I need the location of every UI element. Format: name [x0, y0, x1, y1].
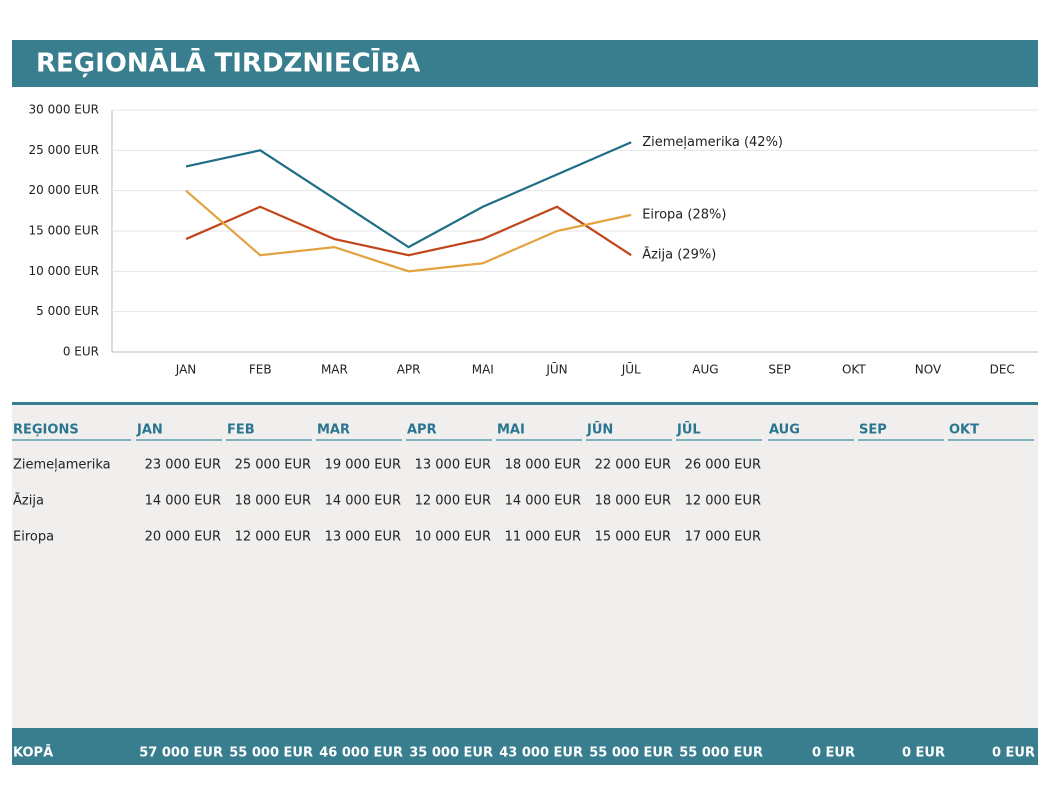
- table-cell: 26 000 EUR: [685, 458, 761, 473]
- x-tick-label: MAR: [321, 363, 348, 377]
- table-header: JŪN: [586, 422, 613, 438]
- total-cell: 0 EUR: [902, 746, 945, 761]
- x-tick-label: JAN: [175, 363, 197, 377]
- table-header: JAN: [136, 423, 163, 438]
- total-cell: 57 000 EUR: [139, 746, 223, 761]
- table-cell: 25 000 EUR: [235, 458, 311, 473]
- series-end-label: Ziemeļamerika (42%): [642, 135, 783, 150]
- total-bar: [12, 728, 1038, 765]
- x-tick-label: OKT: [842, 363, 866, 377]
- table-cell: 14 000 EUR: [505, 494, 581, 509]
- table-top-border: [12, 402, 1038, 405]
- table-cell: 18 000 EUR: [595, 494, 671, 509]
- table-cell: 18 000 EUR: [505, 458, 581, 473]
- total-cell: 46 000 EUR: [319, 746, 403, 761]
- table-cell: 22 000 EUR: [595, 458, 671, 473]
- table-cell: 12 000 EUR: [685, 494, 761, 509]
- series-end-label: Eiropa (28%): [642, 207, 726, 222]
- x-tick-label: JŪL: [621, 363, 641, 377]
- x-tick-label: FEB: [249, 363, 272, 377]
- table-cell: 11 000 EUR: [505, 530, 581, 545]
- total-cell: 43 000 EUR: [499, 746, 583, 761]
- y-tick-label: 0 EUR: [63, 345, 99, 359]
- table-header: MAI: [497, 423, 525, 438]
- total-cell: 0 EUR: [992, 746, 1035, 761]
- table-cell: Eiropa: [13, 530, 54, 545]
- total-cell: 0 EUR: [812, 746, 855, 761]
- y-tick-label: 10 000 EUR: [28, 264, 99, 278]
- table-cell: 20 000 EUR: [145, 530, 221, 545]
- x-tick-label: NOV: [915, 363, 942, 377]
- x-tick-label: AUG: [692, 363, 718, 377]
- table-cell: 15 000 EUR: [595, 530, 671, 545]
- table-cell: 13 000 EUR: [415, 458, 491, 473]
- table-header: FEB: [227, 423, 255, 438]
- series-line: [185, 205, 632, 257]
- table-cell: 14 000 EUR: [325, 494, 401, 509]
- total-cell: 55 000 EUR: [229, 746, 313, 761]
- table-cell: 10 000 EUR: [415, 530, 491, 545]
- table-cell: 19 000 EUR: [325, 458, 401, 473]
- table-background: [12, 403, 1038, 728]
- table-cell: Ziemeļamerika: [13, 458, 111, 473]
- total-cell: 55 000 EUR: [589, 746, 673, 761]
- title-banner: [12, 40, 1038, 87]
- table-header: APR: [407, 423, 437, 438]
- total-cell: 35 000 EUR: [409, 746, 493, 761]
- table-cell: 12 000 EUR: [235, 530, 311, 545]
- table-cell: 14 000 EUR: [145, 494, 221, 509]
- table-cell: Āzija: [13, 494, 44, 509]
- x-tick-label: JŪN: [545, 363, 567, 377]
- x-tick-label: DEC: [990, 363, 1015, 377]
- y-tick-label: 15 000 EUR: [28, 224, 99, 238]
- table-cell: 18 000 EUR: [235, 494, 311, 509]
- table-header: JŪL: [676, 422, 701, 438]
- table-header: SEP: [859, 423, 887, 438]
- table-header: REĢIONS: [13, 423, 79, 438]
- y-tick-label: 5 000 EUR: [36, 304, 99, 318]
- table-header: AUG: [769, 423, 800, 438]
- series-line: [185, 189, 632, 273]
- series-end-label: Āzija (29%): [642, 248, 716, 263]
- table-cell: 13 000 EUR: [325, 530, 401, 545]
- page-title: REĢIONĀLĀ TIRDZNIECĪBA: [36, 47, 420, 79]
- table-cell: 23 000 EUR: [145, 458, 221, 473]
- total-cell: 55 000 EUR: [679, 746, 763, 761]
- y-tick-label: 25 000 EUR: [28, 143, 99, 157]
- x-tick-label: APR: [397, 363, 421, 377]
- table-cell: 12 000 EUR: [415, 494, 491, 509]
- y-tick-label: 20 000 EUR: [28, 183, 99, 197]
- table-header: OKT: [949, 423, 979, 438]
- x-tick-label: SEP: [768, 363, 790, 377]
- table-header: MAR: [317, 423, 350, 438]
- y-tick-label: 30 000 EUR: [28, 103, 99, 117]
- table-cell: 17 000 EUR: [685, 530, 761, 545]
- x-tick-label: MAI: [472, 363, 494, 377]
- series-line: [185, 141, 632, 249]
- total-cell: KOPĀ: [13, 746, 53, 761]
